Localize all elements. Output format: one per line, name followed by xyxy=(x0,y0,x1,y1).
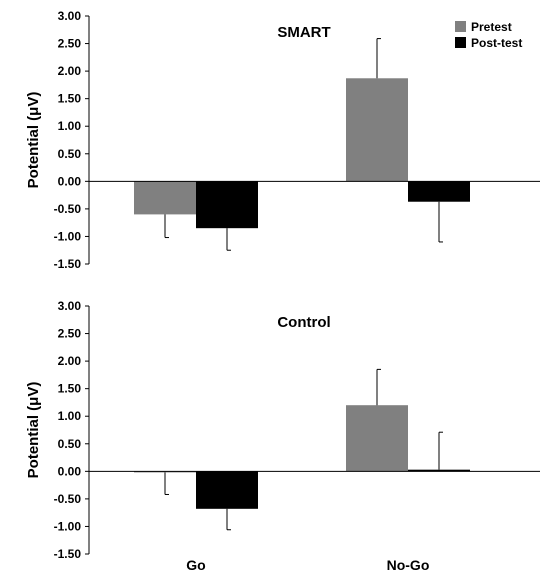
y-tick-label: 2.00 xyxy=(58,354,82,368)
y-tick-label: -1.50 xyxy=(54,547,82,561)
bar-pretest-no-go xyxy=(346,78,408,182)
panel-title: SMART xyxy=(277,24,330,41)
legend-label: Post-test xyxy=(471,36,522,50)
y-tick-label: 2.50 xyxy=(58,327,82,341)
y-tick-label: 0.00 xyxy=(58,464,82,478)
y-tick-label: 0.50 xyxy=(58,147,82,161)
category-label: No-Go xyxy=(387,557,430,573)
y-tick-label: 1.00 xyxy=(58,409,82,423)
bar-post-test-no-go xyxy=(408,181,470,202)
y-tick-label: -1.50 xyxy=(54,257,82,271)
bar-pretest-go xyxy=(134,471,196,473)
category-label: Go xyxy=(186,557,205,573)
bar-pretest-go xyxy=(134,181,196,215)
bar-post-test-go xyxy=(196,471,258,509)
y-axis-label: Potential (μV) xyxy=(25,382,42,479)
y-axis-label: Potential (μV) xyxy=(25,92,42,189)
y-tick-label: -1.00 xyxy=(54,519,82,533)
legend-swatch-pretest xyxy=(455,21,466,32)
y-tick-label: 1.00 xyxy=(58,119,82,133)
y-tick-label: 3.00 xyxy=(58,9,82,23)
bar-pretest-no-go xyxy=(346,405,408,472)
y-tick-label: -0.50 xyxy=(54,492,82,506)
bar-post-test-go xyxy=(196,181,258,229)
y-tick-label: 1.50 xyxy=(58,382,82,396)
y-tick-label: 1.50 xyxy=(58,92,82,106)
y-tick-label: 2.50 xyxy=(58,37,82,51)
y-tick-label: 0.00 xyxy=(58,174,82,188)
bar-post-test-no-go xyxy=(408,469,470,472)
panel-title: Control xyxy=(277,314,330,331)
legend-swatch-post-test xyxy=(455,37,466,48)
y-tick-label: -1.00 xyxy=(54,229,82,243)
y-tick-label: 0.50 xyxy=(58,437,82,451)
y-tick-label: -0.50 xyxy=(54,202,82,216)
y-tick-label: 3.00 xyxy=(58,299,82,313)
y-tick-label: 2.00 xyxy=(58,64,82,78)
legend-label: Pretest xyxy=(471,20,512,34)
